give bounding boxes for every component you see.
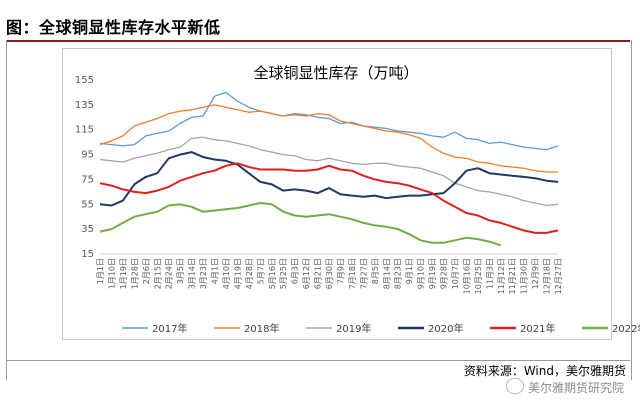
watermark-text: 美尔雅期货研究院 (527, 381, 624, 395)
x-tick-label: 3月5日 (176, 258, 185, 284)
x-tick-label: 12月18日 (543, 258, 552, 294)
x-tick-label: 10月25日 (474, 258, 483, 294)
x-tick-label: 9月19日 (428, 258, 437, 289)
x-tick-label: 11月3日 (485, 258, 494, 289)
x-tick-label: 5月7日 (256, 258, 265, 284)
x-tick-label: 12月9日 (531, 258, 540, 289)
series-line (99, 151, 559, 207)
x-tick-label: 10月7日 (451, 258, 460, 289)
y-tick-label: 135 (75, 100, 94, 111)
source-divider (6, 360, 630, 361)
y-tick-label: 55 (81, 199, 94, 210)
legend-label: 2018年 (244, 322, 279, 335)
legend-label: 2019年 (336, 322, 371, 335)
y-tick-label: 155 (75, 75, 94, 86)
x-tick-label: 7月9日 (336, 258, 345, 284)
y-tick-label: 115 (75, 125, 94, 136)
figure-frame (6, 40, 632, 380)
x-tick-label: 7月18日 (348, 258, 357, 289)
x-tick-label: 1月28日 (130, 258, 139, 289)
x-tick-label: 2月6日 (142, 258, 151, 284)
wechat-icon (505, 378, 524, 394)
y-tick-label: 15 (81, 249, 94, 260)
x-tick-label: 1月10日 (107, 258, 116, 289)
x-tick-label: 2月15日 (153, 258, 162, 289)
x-tick-label: 3月23日 (199, 258, 208, 289)
y-tick-label: 75 (81, 174, 94, 185)
x-tick-label: 11月21日 (508, 258, 517, 294)
series-line (99, 104, 558, 173)
legend-label: 2017年 (152, 322, 187, 335)
watermark: 美尔雅期货研究院 (505, 378, 624, 396)
y-tick-label: 95 (81, 150, 94, 161)
x-tick-label: 9月1日 (405, 258, 414, 284)
x-tick-label: 6月3日 (291, 258, 300, 284)
x-tick-label: 6月30日 (325, 258, 334, 289)
chart-area (62, 48, 612, 340)
x-tick-label: 5月25日 (279, 258, 288, 289)
legend-label: 2020年 (428, 322, 463, 335)
x-tick-label: 1月1日 (96, 258, 105, 284)
x-tick-label: 2月24日 (165, 258, 174, 289)
x-tick-label: 10月16日 (462, 258, 471, 294)
x-tick-label: 1月19日 (119, 258, 128, 289)
x-tick-label: 6月12日 (302, 258, 311, 289)
x-tick-label: 4月28日 (245, 258, 254, 289)
series-line (99, 202, 502, 247)
y-tick-label: 35 (81, 224, 94, 235)
x-tick-label: 9月10日 (417, 258, 426, 289)
x-tick-label: 12月27日 (554, 258, 563, 294)
series-line (99, 136, 559, 207)
x-tick-label: 8月5日 (371, 258, 380, 284)
x-tick-label: 11月30日 (520, 258, 529, 294)
x-tick-label: 11月12日 (497, 258, 506, 294)
header-bar (6, 6, 630, 42)
x-tick-label: 3月14日 (188, 258, 197, 289)
x-tick-label: 8月14日 (382, 258, 391, 289)
page-title: 图：全球铜显性库存水平新低 (6, 18, 221, 37)
series-line (99, 162, 559, 234)
x-tick-label: 4月10日 (222, 258, 231, 289)
series-line (99, 91, 559, 151)
x-tick-label: 4月19日 (233, 258, 242, 289)
source-text: 资料来源：Wind，美尔雅期货 (463, 364, 626, 378)
x-tick-label: 5月16日 (268, 258, 277, 289)
legend-label: 2022年 (612, 322, 640, 335)
legend-label: 2021年 (520, 322, 555, 335)
x-tick-label: 7月27日 (359, 258, 368, 289)
x-tick-label: 8月23日 (394, 258, 403, 289)
x-tick-label: 6月21日 (314, 258, 323, 289)
chart-title: 全球铜显性库存（万吨） (253, 64, 419, 82)
x-tick-label: 4月1日 (211, 258, 220, 284)
x-tick-label: 9月28日 (440, 258, 449, 289)
